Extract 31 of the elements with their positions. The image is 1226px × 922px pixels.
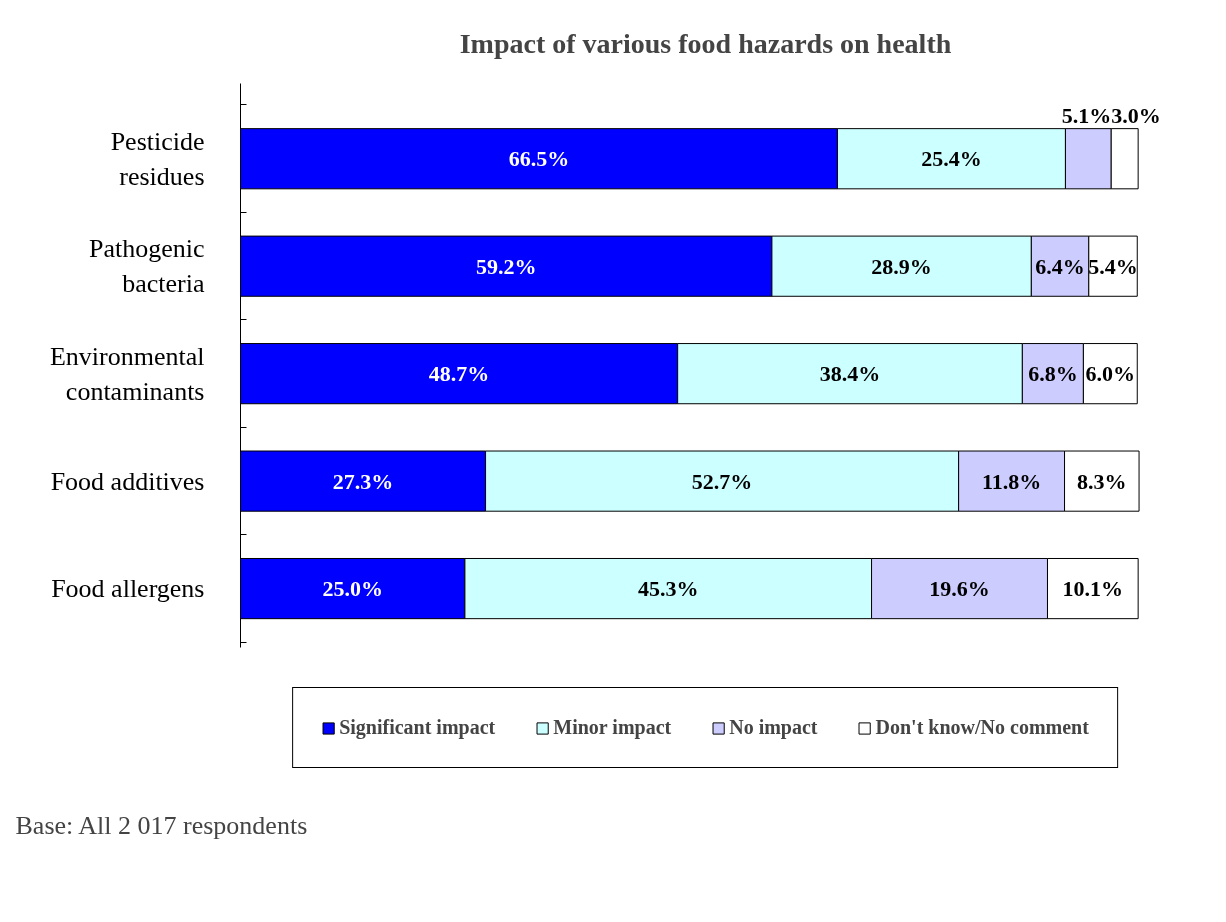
data-label: 52.7% [691, 468, 753, 494]
data-label: 28.9% [871, 253, 932, 279]
legend-label: Minor impact [553, 716, 672, 739]
data-label: 48.7% [428, 361, 490, 387]
data-label: 11.8% [981, 468, 1042, 494]
data-label: 8.3% [1077, 468, 1127, 494]
data-label: 10.1% [1062, 576, 1124, 602]
data-label: 6.8% [1028, 361, 1078, 387]
data-label: 25.0% [322, 576, 383, 602]
data-label: 27.3% [332, 468, 394, 494]
data-label: 6.0% [1085, 361, 1136, 387]
data-label: 5.1% [1061, 102, 1112, 128]
data-label: 66.5% [508, 146, 570, 172]
y-tick-label: Pesticide residues [110, 126, 205, 191]
data-label: 3.0% [1111, 102, 1161, 128]
data-label: 59.2% [475, 253, 537, 279]
y-tick-label: Environmental contaminants [49, 341, 205, 406]
data-label: 19.6% [929, 576, 990, 602]
legend-label: Significant impact [339, 716, 496, 739]
data-label: 45.3% [637, 576, 699, 602]
y-tick-label: Pathogenic bacteria [88, 234, 205, 299]
data-label: 5.4% [1088, 253, 1138, 279]
text: Base: All 2 017 respondents [15, 810, 308, 840]
legend-label: No impact [729, 716, 818, 739]
data-label: 38.4% [819, 361, 881, 387]
legend-label: Don't know/No comment [875, 716, 1089, 739]
data-label: 6.4% [1035, 253, 1085, 279]
chart-title: Impact of various food hazards on health [459, 27, 952, 59]
y-tick-label: Food additives [50, 466, 205, 496]
y-tick-label: Food allergens [51, 574, 205, 604]
data-label: 25.4% [921, 146, 982, 172]
